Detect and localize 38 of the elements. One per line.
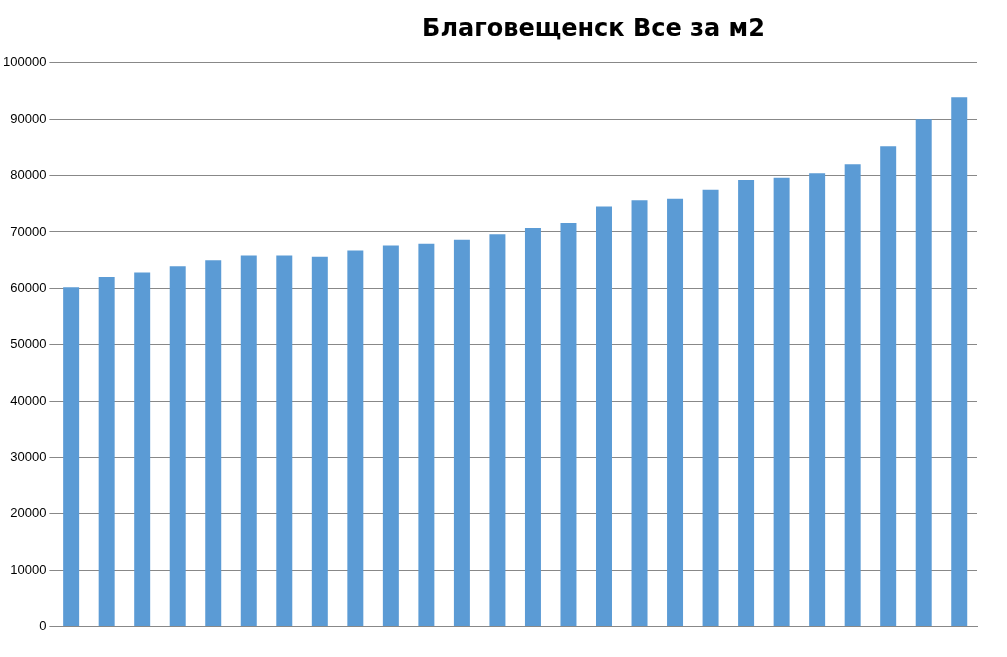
bar	[809, 173, 826, 627]
bar	[453, 239, 470, 627]
y-tick-label: 100000	[2, 54, 47, 70]
bar	[489, 234, 506, 627]
y-tick-label: 40000	[10, 392, 47, 408]
y-tick-label: 70000	[10, 223, 47, 239]
bar	[844, 164, 861, 627]
bar	[738, 180, 755, 627]
chart-title: Благовещенск Все за м2	[421, 14, 766, 42]
bar	[98, 277, 115, 627]
bar	[418, 243, 435, 627]
bar	[311, 256, 328, 627]
y-tick-label: 30000	[10, 449, 47, 465]
bar	[169, 266, 186, 627]
bar	[63, 287, 80, 627]
bar	[631, 200, 648, 627]
bar	[205, 260, 222, 627]
bar	[773, 177, 790, 627]
bar	[276, 255, 293, 627]
bar	[240, 255, 257, 627]
bar	[667, 198, 684, 627]
bar	[347, 250, 364, 627]
bar	[382, 245, 399, 627]
bar	[560, 222, 577, 627]
y-tick-label: 10000	[10, 561, 47, 577]
bar	[702, 189, 719, 627]
y-tick-label: 90000	[10, 110, 47, 126]
y-tick-label: 0	[39, 618, 47, 634]
bar	[951, 97, 968, 627]
y-tick-label: 50000	[10, 336, 47, 352]
bar	[524, 227, 541, 627]
bar	[134, 272, 151, 627]
bar	[880, 146, 897, 627]
y-tick-label: 60000	[10, 279, 47, 295]
bar	[596, 206, 612, 627]
bar	[915, 119, 932, 627]
y-tick-label: 80000	[10, 167, 47, 183]
y-tick-label: 20000	[10, 505, 47, 521]
